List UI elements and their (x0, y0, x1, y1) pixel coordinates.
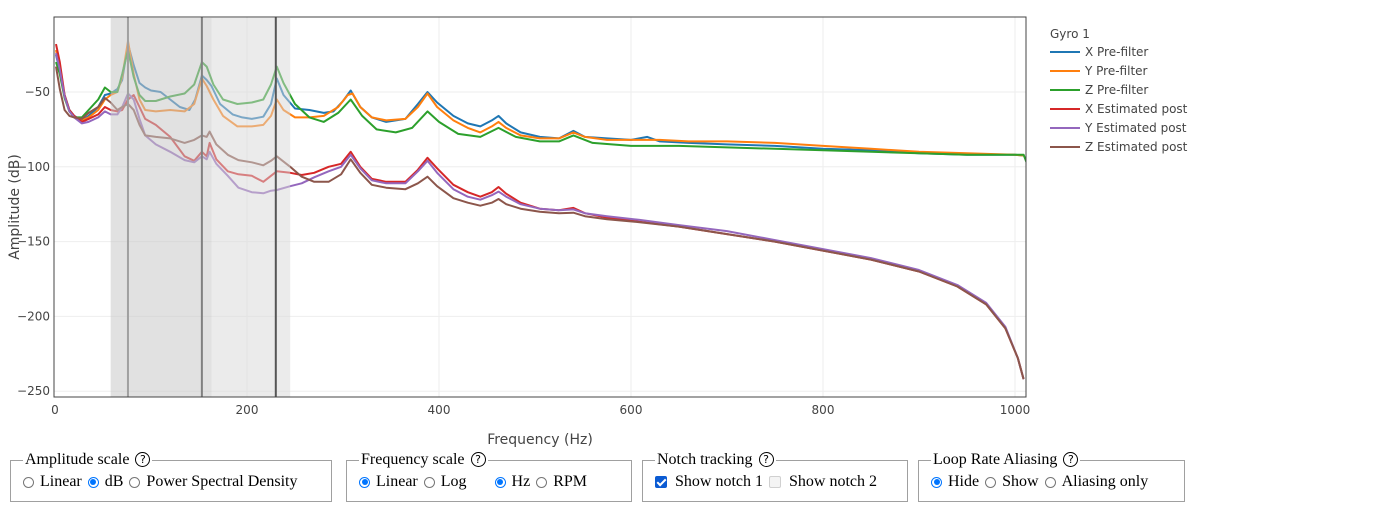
show-notch-1-checkbox[interactable]: Show notch 1 (655, 473, 763, 491)
radio-icon[interactable] (359, 476, 370, 488)
notch-tracking-label: Notch tracking (657, 451, 753, 468)
radio-icon[interactable] (494, 476, 506, 488)
show-notch-2-checkbox[interactable]: Show notch 2 (769, 473, 877, 491)
x-tick-label: 800 (812, 403, 835, 417)
aliasing-show-radio[interactable]: Show (985, 473, 1039, 491)
notch-tracking-title: Notch tracking ? (655, 452, 776, 468)
legend-item[interactable]: Z Estimated post (1050, 140, 1188, 154)
notch-tracking-group: Notch tracking ? Show notch 1 Show notch… (642, 452, 908, 502)
radio-icon[interactable] (536, 476, 548, 488)
y-tick-label: −100 (17, 160, 50, 174)
option-label: Hz (511, 473, 531, 490)
option-label: dB (104, 473, 124, 490)
option-label: Show (1002, 473, 1039, 490)
radio-icon[interactable] (423, 476, 435, 488)
notch-band (211, 18, 291, 397)
option-label: RPM (553, 473, 587, 490)
y-tick-label: −200 (17, 309, 50, 323)
notch-overlay (110, 17, 291, 397)
checkbox-icon[interactable] (655, 476, 667, 488)
legend[interactable]: Gyro 1 X Pre-filter Y Pre-filter Z Pre-fil… (1050, 27, 1188, 154)
x-axis: 0 200 400 600 800 1000 (51, 403, 1030, 417)
amplitude-psd-radio[interactable]: Power Spectral Density (129, 473, 298, 491)
option-label: Linear (376, 473, 418, 490)
x-tick-label: 200 (236, 403, 259, 417)
radio-icon[interactable] (931, 476, 942, 488)
option-label: Linear (40, 473, 82, 490)
option-label: Power Spectral Density (146, 473, 298, 490)
frequency-hz-radio[interactable]: Hz (494, 473, 531, 491)
x-tick-label: 1000 (1000, 403, 1031, 417)
help-icon[interactable]: ? (470, 452, 486, 467)
y-tick-label: −150 (17, 235, 50, 249)
legend-title: Gyro 1 (1050, 27, 1090, 41)
loop-rate-aliasing-title: Loop Rate Aliasing ? (931, 452, 1080, 468)
y-tick-label: −250 (17, 384, 50, 398)
loop-rate-aliasing-group: Loop Rate Aliasing ? Hide Show Aliasing … (918, 452, 1185, 502)
notch-band (110, 18, 212, 397)
option-label: Aliasing only (1061, 473, 1149, 490)
legend-item[interactable]: X Pre-filter (1050, 45, 1148, 59)
frequency-scale-title: Frequency scale ? (359, 452, 488, 468)
frequency-scale-label: Frequency scale (361, 451, 465, 468)
amplitude-scale-label: Amplitude scale (25, 451, 130, 468)
legend-label: Y Estimated post (1084, 121, 1187, 135)
help-icon[interactable]: ? (135, 452, 151, 467)
radio-icon[interactable] (1044, 476, 1056, 488)
amplitude-db-radio[interactable]: dB (87, 473, 124, 491)
amplitude-linear-radio[interactable]: Linear (23, 473, 82, 491)
option-label: Hide (948, 473, 980, 490)
legend-item[interactable]: Y Estimated post (1050, 121, 1187, 135)
legend-label: Z Pre-filter (1085, 83, 1148, 97)
x-tick-label: 600 (620, 403, 643, 417)
legend-label: X Pre-filter (1085, 45, 1148, 59)
help-icon[interactable]: ? (1063, 452, 1079, 467)
radio-icon[interactable] (87, 476, 99, 488)
legend-label: Y Pre-filter (1084, 64, 1148, 78)
option-label: Log (440, 473, 467, 490)
help-icon[interactable]: ? (758, 452, 774, 467)
plot-frame (53, 16, 1027, 398)
frequency-log-radio[interactable]: Log (423, 473, 467, 491)
y-tick-label: −50 (25, 85, 50, 99)
x-tick-label: 0 (51, 403, 59, 417)
x-tick-label: 400 (428, 403, 451, 417)
legend-item[interactable]: X Estimated post (1050, 102, 1188, 116)
legend-item[interactable]: Z Pre-filter (1050, 83, 1148, 97)
checkbox-icon[interactable] (769, 476, 781, 488)
radio-icon[interactable] (129, 476, 141, 488)
amplitude-scale-group: Amplitude scale ? Linear dB Power Spectr… (10, 452, 332, 502)
frequency-rpm-radio[interactable]: RPM (536, 473, 587, 491)
y-axis-title: Amplitude (dB) (7, 154, 23, 260)
amplitude-scale-title: Amplitude scale ? (23, 452, 152, 468)
frequency-scale-group: Frequency scale ? Linear Log Hz RPM (346, 452, 632, 502)
radio-icon[interactable] (985, 476, 997, 488)
y-axis: −50 −100 −150 −200 −250 (17, 85, 50, 398)
legend-label: Z Estimated post (1085, 140, 1188, 154)
option-label: Show notch 1 (675, 473, 763, 490)
frequency-linear-radio[interactable]: Linear (359, 473, 418, 491)
aliasing-hide-radio[interactable]: Hide (931, 473, 979, 491)
aliasing-only-radio[interactable]: Aliasing only (1044, 473, 1149, 491)
x-axis-title: Frequency (Hz) (487, 432, 593, 448)
loop-rate-aliasing-label: Loop Rate Aliasing (933, 451, 1058, 468)
legend-label: X Estimated post (1085, 102, 1188, 116)
option-label: Show notch 2 (789, 473, 877, 490)
spectrum-chart: 0 200 400 600 800 1000 −50 −100 −150 −200 −250 Fr… (7, 16, 1188, 448)
legend-item[interactable]: Y Pre-filter (1050, 64, 1148, 78)
radio-icon[interactable] (23, 476, 34, 488)
